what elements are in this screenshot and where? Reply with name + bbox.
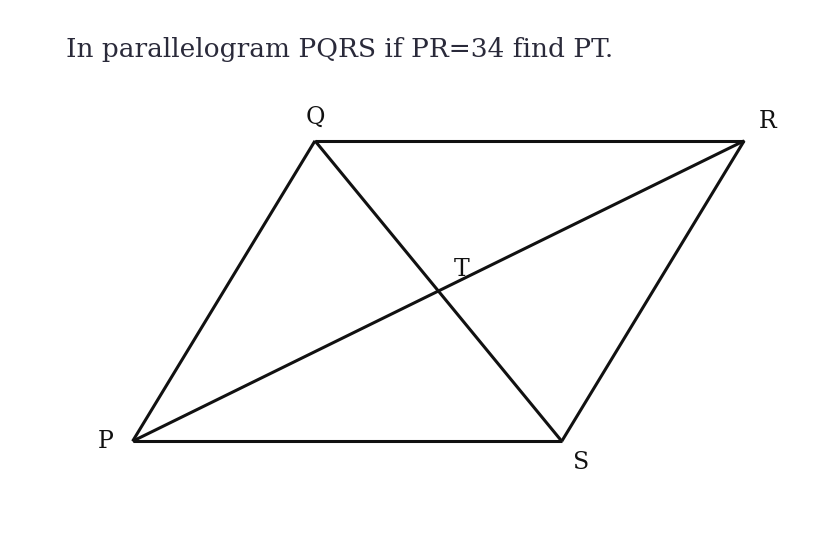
Text: S: S	[572, 451, 589, 474]
Text: P: P	[98, 430, 113, 453]
Text: T: T	[453, 258, 469, 281]
Text: R: R	[758, 110, 776, 133]
Text: Q: Q	[305, 106, 324, 129]
Text: In parallelogram PQRS if PR=34 find PT.: In parallelogram PQRS if PR=34 find PT.	[66, 37, 613, 62]
